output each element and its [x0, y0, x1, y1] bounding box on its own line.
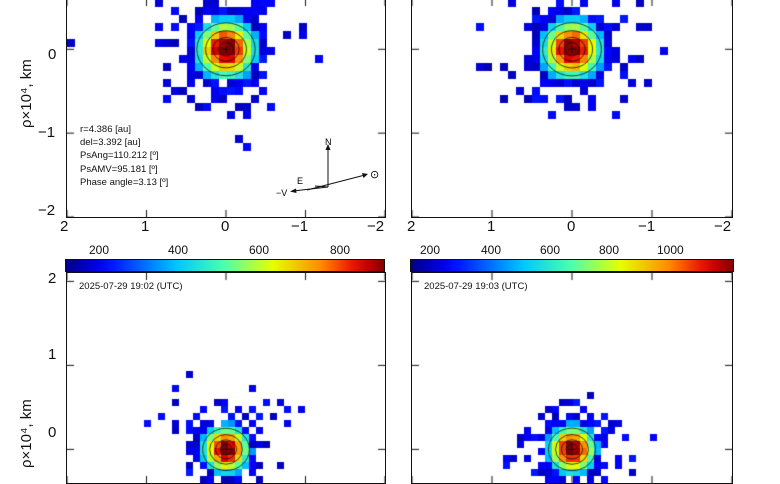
colorbar-tick-br-0: 200 [420, 243, 441, 257]
sun-arrow [306, 174, 366, 191]
info-r: r=4.386 [au] [80, 124, 131, 135]
velocity-label: −V [276, 188, 287, 198]
sun-arrowhead [362, 173, 368, 178]
y-tick-bl-0: 2 [48, 270, 57, 287]
info-psamv: PsAMV=95.181 [º] [80, 163, 158, 175]
timestamp-bottom-right: 2025-07-29 19:03 (UTC) [424, 281, 528, 292]
x-tick-tr-1: 1 [487, 218, 496, 235]
colorbar-tick-bl-1: 400 [168, 243, 189, 257]
colorbar-tick-br-1: 400 [481, 243, 502, 257]
x-tick-tr-0: 2 [407, 218, 416, 235]
east-label: E [297, 176, 303, 186]
y-tick-bl-2: 0 [48, 424, 57, 441]
colorbar-tick-bl-0: 200 [89, 243, 110, 257]
colorbar-tick-bl-2: 600 [249, 243, 270, 257]
info-psang: PsAng=110.212 [º] [80, 150, 159, 162]
y-tick-bl-1: 1 [48, 346, 57, 363]
compass-diagram: N E −V ⊙ [276, 137, 379, 198]
x-tick-tl-4: −2 [367, 218, 385, 235]
timestamp-bottom-left: 2025-07-29 19:02 (UTC) [79, 281, 183, 292]
velocity-arrowhead [290, 188, 297, 193]
colorbar-bottom-right [410, 259, 734, 272]
north-label: N [325, 137, 332, 147]
x-tick-tl-0: 2 [60, 218, 69, 235]
heatmap-top-right [412, 0, 732, 217]
info-phase-angle: Phase angle=3.13 [º] [80, 176, 169, 188]
colorbar-tick-bl-3: 800 [330, 243, 351, 257]
plot-panel-top-right [411, 0, 733, 218]
heatmap-top-left [67, 0, 385, 217]
plot-panel-bottom-right: 2025-07-29 19:03 (UTC) [411, 272, 733, 484]
x-tick-tl-3: −1 [291, 218, 309, 235]
x-tick-tr-2: 0 [567, 218, 576, 235]
x-tick-tr-4: −2 [714, 218, 732, 235]
colorbar-tick-br-4: 1000 [657, 243, 684, 257]
observation-info: r=4.386 [au] del=3.392 [au] PsAng=110.21… [80, 123, 168, 189]
x-tick-tr-3: −1 [638, 218, 656, 235]
y-tick-tl-1: −1 [38, 124, 56, 141]
plot-panel-bottom-left: 2025-07-29 19:02 (UTC) [66, 272, 386, 484]
colorbar-tick-br-2: 600 [540, 243, 561, 257]
x-tick-tl-2: 0 [221, 218, 230, 235]
heatmap-bottom-left [67, 273, 385, 483]
y-axis-label-top: ρ×10⁴, km [18, 59, 35, 128]
y-axis-label-bottom: ρ×10⁴, km [18, 399, 35, 468]
sun-symbol: ⊙ [370, 168, 379, 181]
x-tick-tl-1: 1 [141, 218, 150, 235]
y-tick-tl-2: −2 [38, 202, 56, 219]
heatmap-bottom-right [412, 273, 732, 483]
north-arrowhead [325, 144, 331, 150]
colorbar-tick-br-3: 800 [599, 243, 620, 257]
plot-panel-top-left: r=4.386 [au] del=3.392 [au] PsAng=110.21… [66, 0, 386, 218]
info-del: del=3.392 [au] [80, 137, 141, 149]
colorbar-bottom-left [65, 259, 385, 272]
y-tick-tl-0: 0 [48, 46, 57, 63]
